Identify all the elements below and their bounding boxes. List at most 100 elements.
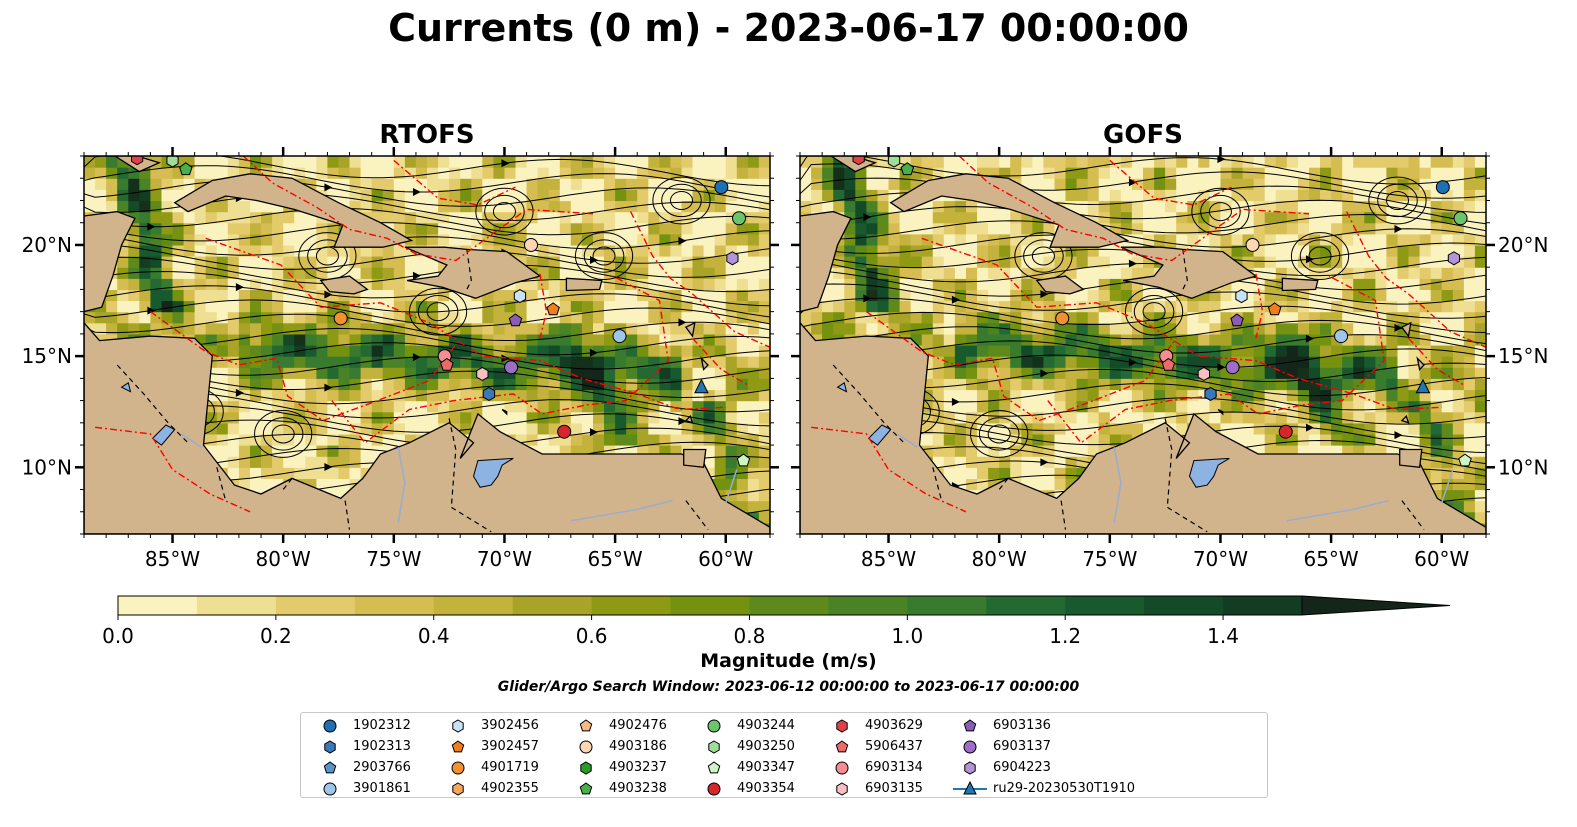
lat-tick-label: 10°N [22,455,72,479]
colorbar-segment [512,596,593,615]
panel-title-gofs: GOFS [1103,120,1183,150]
legend-item: 6903136 [953,715,1051,735]
float-marker-icon [323,782,337,796]
rivers [180,433,738,524]
lon-tick-label: 75°W [1082,547,1137,571]
legend-marker [835,740,849,753]
float-marker [1435,180,1450,195]
legend-marker [579,719,593,732]
colorbar-label: Magnitude (m/s) [700,650,877,672]
lon-tick-label: 75°W [366,547,421,571]
colorbar-segment [828,596,908,615]
legend-marker [963,780,977,795]
legend-label: 1902312 [353,717,411,733]
float-marker [482,386,496,401]
float-marker-icon [707,782,721,796]
float-marker-icon [963,740,977,754]
legend-item: 4902355 [441,778,539,798]
legend-label: 6903134 [865,759,923,775]
float-marker-icon [579,782,593,795]
float-marker [440,357,454,371]
legend-item: 2903766 [313,757,411,777]
float-marker [1334,329,1349,344]
float-marker-icon [963,719,977,732]
colorbar-tick-label: 0.0 [102,624,134,648]
legend-item: 6903137 [953,736,1051,756]
float-marker-icon [452,782,464,796]
colorbar-segment [907,596,987,615]
legend-item: 4903237 [569,757,667,777]
lat-tick-label: 15°N [1498,344,1548,368]
rivers [896,433,1454,524]
lon-tick-label: 70°W [477,547,532,571]
float-marker [1055,311,1070,326]
legend-marker [963,719,977,732]
float-marker-icon [323,761,337,774]
float-marker [476,366,489,381]
colorbar-tick-label: 1.2 [1049,624,1081,648]
legend-item: 4903629 [825,715,923,735]
eez-boundaries [811,156,1486,513]
legend-label: 4903250 [737,738,795,754]
legend-marker [324,740,336,754]
axis-ticks: 85°W 80°W 75°W 70°W 65°W 60°W 20°N 15°N 10°N [22,147,779,571]
float-marker [166,156,179,168]
colorbar: 0.0 0.2 0.4 0.6 0.8 1.0 1.2 1.4 [102,595,1451,648]
float-marker [736,453,751,467]
legend-marker [451,740,465,753]
legend-marker [963,740,977,754]
country-borders [832,249,1425,533]
lon-tick-label: 60°W [1414,547,1469,571]
colorbar-segment [196,596,277,615]
legend-label: 6903136 [993,717,1051,733]
colorbar-segment [986,596,1066,615]
legend-item: 1902312 [313,715,411,735]
colorbar-tick-label: 1.0 [891,624,923,648]
float-marker [1230,313,1244,327]
float-marker [508,313,523,327]
legend-label: 6903137 [993,738,1051,754]
colorbar-tick-label: 1.4 [1207,624,1239,648]
legend-label: 4903629 [865,717,923,733]
lon-tick-label: 85°W [861,547,916,571]
legend-marker [707,761,721,774]
float-marker [852,156,865,166]
legend-item: 4903244 [697,715,795,735]
float-marker [557,424,572,439]
legend-item: 4901719 [441,757,539,777]
legend-marker [452,719,464,733]
float-marker [1415,378,1431,394]
legend-label: 4902355 [481,780,539,796]
map-panel-rtofs: 85°W 80°W 75°W 70°W 65°W 60°W 20°N 15°N 10°N [22,147,779,571]
float-marker [1447,251,1460,266]
axis-ticks: 85°W 80°W 75°W 70°W 65°W 60°W 20°N 15°N 10°N [791,147,1548,571]
legend-item: 1902313 [313,736,411,756]
legend-item: 5906437 [825,736,923,756]
float-marker-icon [451,761,465,775]
legend-item: 4903354 [697,778,795,798]
land [800,156,1486,534]
float-marker [504,360,519,375]
float-marker [1204,386,1217,401]
colorbar-tick-label: 0.8 [734,624,766,648]
float-marker-icon [579,740,593,754]
colorbar-segment [433,596,514,615]
panel-title-rtofs: RTOFS [379,120,475,150]
legend-item: 4903250 [697,736,795,756]
figure-title: Currents (0 m) - 2023-06-17 00:00:00 [388,6,1189,50]
float-marker [1245,237,1260,252]
float-marker [714,180,729,195]
float-marker-icon [452,719,464,733]
legend-marker [708,740,720,754]
profiler-markers [852,156,1472,467]
lat-tick-label: 20°N [1498,233,1548,257]
profiler-markers [131,156,751,467]
colorbar-segment [118,596,198,615]
legend-marker [580,761,592,775]
legend-label: 4903237 [609,759,667,775]
legend-marker [836,782,848,796]
lon-tick-label: 65°W [587,547,642,571]
legend-item: 6903135 [825,778,923,798]
legend-label: 3902457 [481,738,539,754]
legend-label: 1902313 [353,738,411,754]
